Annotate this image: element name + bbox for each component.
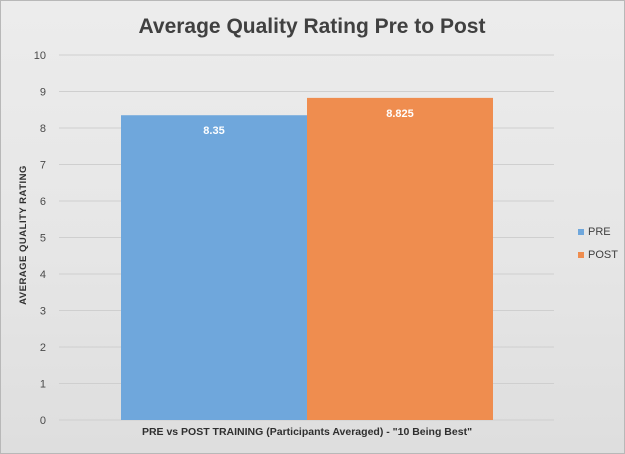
legend-label-post: POST xyxy=(588,249,618,261)
bar-post xyxy=(307,97,493,420)
y-tick-label: 5 xyxy=(40,233,46,245)
data-label-pre: 8.35 xyxy=(203,125,224,137)
chart-title: Average Quality Rating Pre to Post xyxy=(139,15,486,38)
legend-swatch-post xyxy=(578,252,584,258)
y-tick-label: 3 xyxy=(40,306,46,318)
x-axis-label: PRE vs POST TRAINING (Participants Avera… xyxy=(142,426,472,438)
bar-pre xyxy=(121,115,307,420)
data-label-post: 8.825 xyxy=(386,108,414,120)
legend-label-pre: PRE xyxy=(588,226,611,238)
y-tick-label: 7 xyxy=(40,160,46,172)
y-tick-label: 2 xyxy=(40,342,46,354)
y-tick-label: 6 xyxy=(40,196,46,208)
y-tick-label: 8 xyxy=(40,123,46,135)
legend: PRE POST xyxy=(578,226,618,261)
y-axis-ticks: 0 1 2 3 4 5 6 7 8 9 10 xyxy=(34,50,46,427)
y-tick-label: 0 xyxy=(40,415,46,427)
legend-swatch-pre xyxy=(578,229,584,235)
data-labels: 8.35 8.825 xyxy=(203,108,413,137)
y-tick-label: 4 xyxy=(40,269,46,281)
y-tick-label: 9 xyxy=(40,87,46,99)
y-axis-label: AVERAGE QUALITY RATING xyxy=(18,165,29,305)
y-tick-label: 1 xyxy=(40,379,46,391)
bars xyxy=(121,97,493,420)
y-tick-label: 10 xyxy=(34,50,46,62)
